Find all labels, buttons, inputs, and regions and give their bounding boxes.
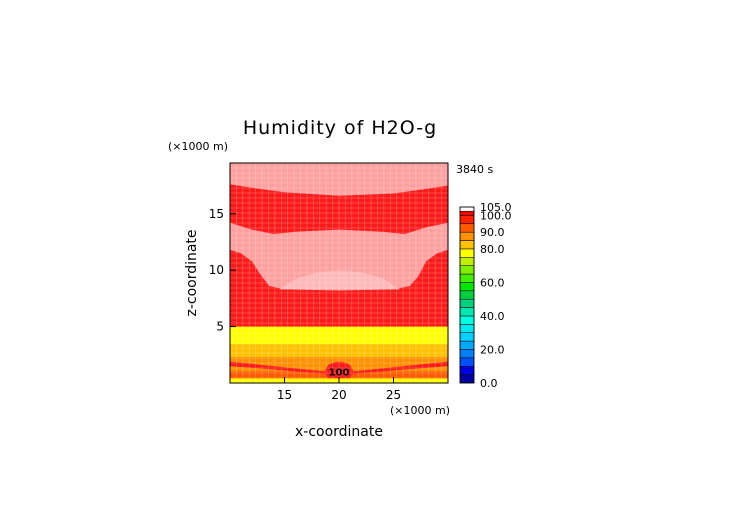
plot-area — [230, 163, 448, 383]
colorbar-swatch — [459, 374, 475, 384]
colorbar-swatch — [459, 290, 475, 300]
colorbar-swatch — [459, 340, 475, 350]
y-unit-label: (×1000 m) — [168, 140, 228, 153]
colorbar-swatch — [459, 240, 475, 250]
colorbar-tick-label: 40.0 — [480, 310, 505, 323]
colorbar-swatch — [459, 206, 475, 212]
colorbar-swatch — [459, 315, 475, 325]
colorbar-swatch — [459, 324, 475, 333]
region-yellow-band — [230, 326, 448, 345]
x-tick-label: 15 — [277, 388, 292, 402]
colorbar-swatch — [459, 257, 475, 266]
contour-label: 100 — [329, 368, 350, 379]
colorbar-swatch — [459, 265, 475, 275]
y-tick-label: 5 — [216, 320, 224, 334]
colorbar-tick-label: 0.0 — [480, 377, 498, 390]
region-red-cap — [325, 361, 353, 382]
colorbar-tick-label: 105.0 — [480, 201, 512, 214]
colorbar-swatch — [459, 349, 475, 359]
region-light-orange — [230, 344, 448, 358]
region-red-arm-right — [349, 361, 448, 374]
region-supersaturated-mid — [230, 222, 448, 291]
region-bright-core — [279, 270, 400, 290]
x-axis-label: x-coordinate — [295, 424, 383, 440]
colorbar-swatch — [459, 248, 475, 258]
region-supersaturated-top — [230, 163, 448, 196]
y-tick-label: 10 — [209, 263, 224, 277]
colorbar-frame — [459, 206, 475, 384]
grid-lines — [230, 163, 448, 383]
y-axis-label: z-coordinate — [184, 229, 200, 316]
colorbar-swatch — [459, 223, 475, 233]
colorbar-swatch — [459, 210, 475, 216]
colorbar-tick-label: 80.0 — [480, 243, 505, 256]
colorbar-swatch — [459, 231, 475, 241]
x-ticks: 15 20 25 — [277, 377, 401, 402]
colorbar-tick-label: 90.0 — [480, 226, 505, 239]
colorbar-swatch — [459, 357, 475, 367]
colorbar-swatch — [459, 365, 475, 375]
colorbar-swatch — [459, 332, 475, 342]
region-red-arm-left — [230, 361, 329, 374]
colorbar-tick-label: 20.0 — [480, 343, 505, 356]
x-tick-label: 20 — [331, 388, 346, 402]
chart-title: Humidity of H2O-g — [243, 117, 437, 139]
colorbar-tick-label: 100.0 — [480, 209, 512, 222]
time-label: 3840 s — [456, 163, 493, 176]
x-unit-label: (×1000 m) — [390, 404, 450, 417]
colorbar-tick-label: 60.0 — [480, 276, 505, 289]
colorbar-swatch — [459, 215, 475, 225]
colorbar-swatch — [459, 298, 475, 308]
y-tick-label: 15 — [209, 207, 224, 221]
y-ticks: 5 10 15 — [209, 207, 236, 334]
colorbar-swatch — [459, 282, 475, 292]
x-tick-label: 25 — [386, 388, 401, 402]
colorbar-swatch — [459, 273, 475, 283]
colorbar-swatch — [459, 307, 475, 317]
